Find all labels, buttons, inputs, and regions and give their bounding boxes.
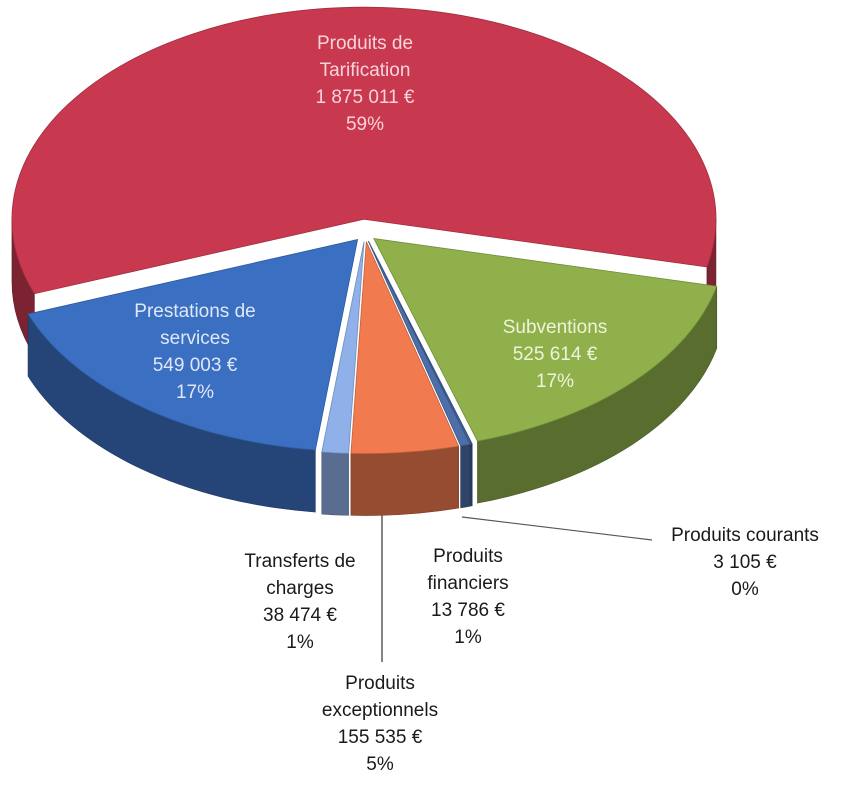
slice-label: Produits de Tarification 1 875 011 € 59% xyxy=(280,30,450,138)
slice-side xyxy=(321,451,349,516)
slice-name: Prestations de services xyxy=(134,301,256,349)
slice-value: 155 535 € xyxy=(337,727,423,748)
slice xyxy=(321,241,365,454)
slice-label: Transferts de charges 38 474 € 1% xyxy=(225,548,375,656)
slice-percent: 17% xyxy=(535,371,575,392)
slice-value: 525 614 € xyxy=(512,344,598,365)
slice-side xyxy=(460,443,471,509)
slice-side xyxy=(350,445,459,516)
slice xyxy=(373,238,718,442)
slice-name: Produits exceptionnels xyxy=(321,673,439,721)
slice-value: 3 105 € xyxy=(713,552,777,573)
slice-name: Produits financiers xyxy=(427,546,509,594)
slice-percent: 17% xyxy=(175,382,215,403)
slice-value: 549 003 € xyxy=(152,355,238,376)
slice-name: Produits courants xyxy=(671,525,819,546)
slice-percent: 5% xyxy=(366,754,394,775)
slice-percent: 0% xyxy=(731,579,759,600)
slice-percent: 1% xyxy=(454,627,482,648)
slice xyxy=(27,239,359,451)
slice-value: 1 875 011 € xyxy=(315,87,415,108)
slice-side xyxy=(469,443,473,507)
slice-sides xyxy=(11,219,718,516)
slice xyxy=(367,241,471,447)
slice-label: Prestations de services 549 003 € 17% xyxy=(105,298,285,406)
slice-name: Subventions xyxy=(502,317,608,338)
slice xyxy=(350,241,460,454)
slice-name: Produits de Tarification xyxy=(316,33,414,81)
slice-value: 13 786 € xyxy=(431,600,505,621)
slice-label: Produits exceptionnels 155 535 € 5% xyxy=(305,670,455,778)
slice-percent: 59% xyxy=(345,114,385,135)
slice-percent: 1% xyxy=(286,632,314,653)
slice-tops xyxy=(11,6,718,454)
slice-name: Transferts de charges xyxy=(244,551,356,599)
slice-label: Produits financiers 13 786 € 1% xyxy=(408,543,528,651)
slice-label: Subventions 525 614 € 17% xyxy=(475,314,635,395)
leader-line xyxy=(461,516,653,541)
slice-label: Produits courants 3 105 € 0% xyxy=(635,522,845,603)
slice xyxy=(11,6,717,295)
slice-value: 38 474 € xyxy=(263,605,337,626)
